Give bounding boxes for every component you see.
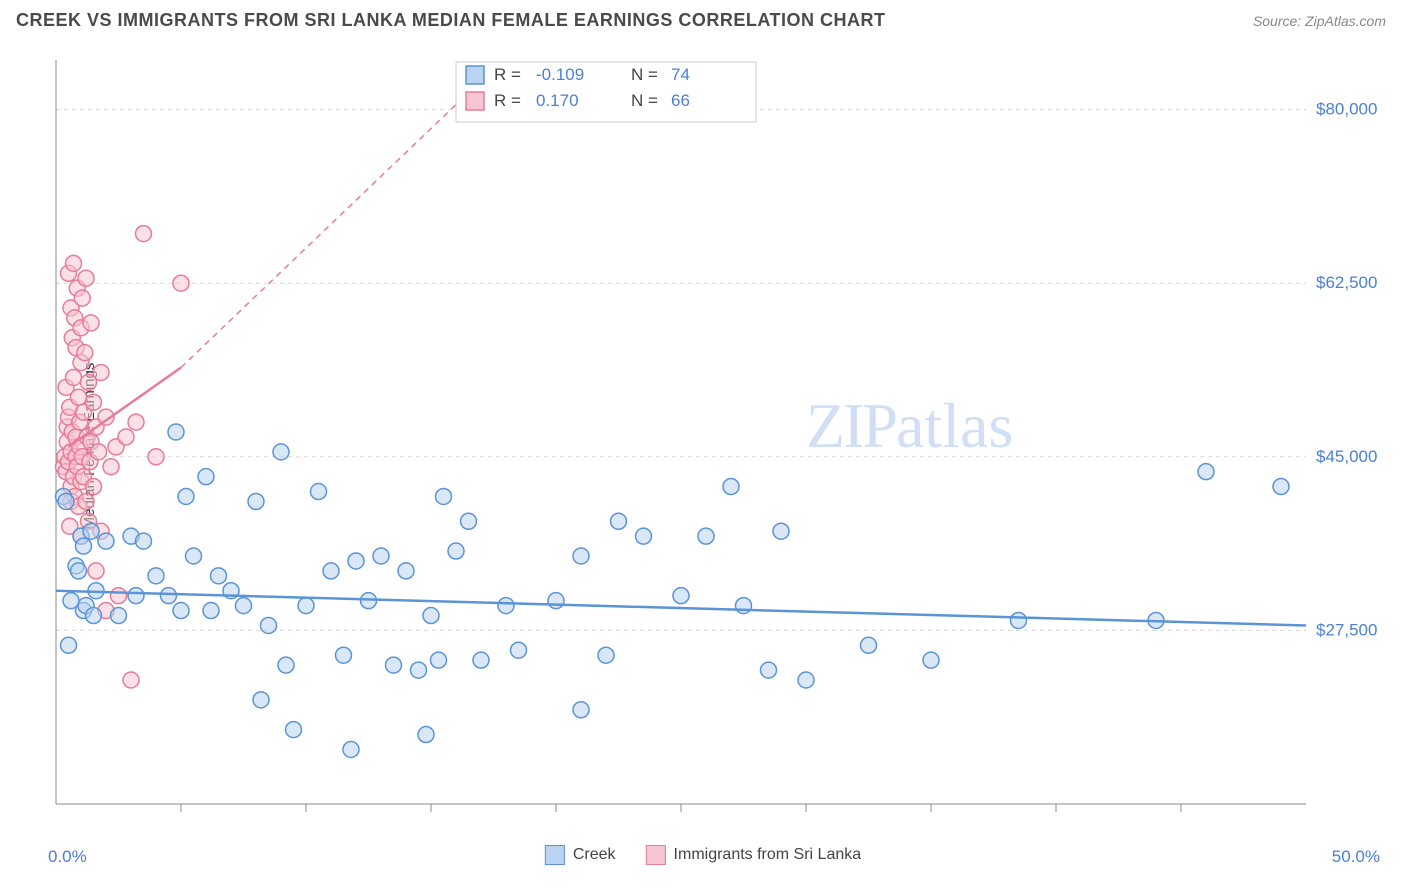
legend-item-creek: Creek [545,845,616,865]
svg-text:0.170: 0.170 [536,91,579,110]
chart-title: CREEK VS IMMIGRANTS FROM SRI LANKA MEDIA… [16,10,886,31]
svg-text:N =: N = [631,65,658,84]
source-label: Source: ZipAtlas.com [1253,13,1386,29]
svg-text:ZIPatlas: ZIPatlas [806,390,1013,461]
svg-text:66: 66 [671,91,690,110]
svg-text:R =: R = [494,91,521,110]
chart-container: CREEK VS IMMIGRANTS FROM SRI LANKA MEDIA… [0,0,1406,892]
x-axis-min: 0.0% [48,847,87,867]
svg-text:N =: N = [631,91,658,110]
svg-text:$62,500: $62,500 [1316,273,1377,292]
svg-text:$27,500: $27,500 [1316,620,1377,639]
x-axis-max: 50.0% [1332,847,1380,867]
svg-text:$45,000: $45,000 [1316,447,1377,466]
svg-text:74: 74 [671,65,690,84]
bottom-legend: Creek Immigrants from Sri Lanka [545,845,861,865]
legend-label: Immigrants from Sri Lanka [674,846,862,864]
legend-swatch-icon [646,845,666,865]
svg-text:$80,000: $80,000 [1316,100,1377,119]
svg-text:R =: R = [494,65,521,84]
plot-area: $27,500 $45,000 $62,500 $80,000 ZIPatlas R =-… [48,50,1386,822]
legend-label: Creek [573,846,616,864]
legend-item-srilanka: Immigrants from Sri Lanka [646,845,862,865]
legend-swatch-icon [545,845,565,865]
header: CREEK VS IMMIGRANTS FROM SRI LANKA MEDIA… [0,0,1406,31]
scatter-plot-svg: $27,500 $45,000 $62,500 $80,000 ZIPatlas R =-… [48,50,1386,822]
svg-text:-0.109: -0.109 [536,65,584,84]
